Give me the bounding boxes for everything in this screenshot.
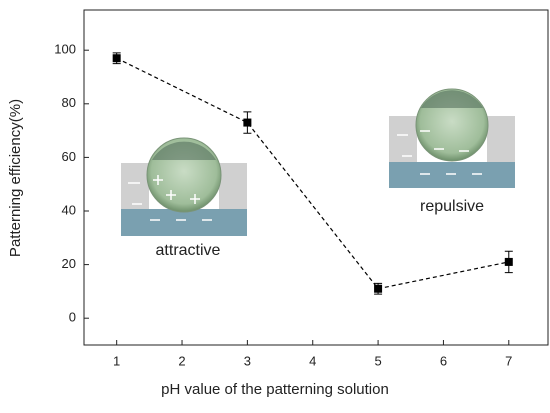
y-axis-label: Patterning efficiency(%) bbox=[7, 99, 24, 257]
x-tick-label: 3 bbox=[244, 353, 251, 368]
x-axis-label: pH value of the patterning solution bbox=[161, 381, 389, 398]
annotation: attractive bbox=[156, 242, 221, 259]
plot-frame bbox=[83, 9, 549, 346]
y-tick-label: 0 bbox=[69, 310, 76, 325]
y-tick-label: 20 bbox=[62, 256, 76, 271]
data-line bbox=[116, 57, 509, 290]
data-point bbox=[504, 257, 513, 266]
repulsive-inset bbox=[389, 88, 515, 188]
data-point bbox=[243, 118, 252, 127]
data-point bbox=[374, 284, 383, 293]
data-point bbox=[112, 54, 121, 63]
y-tick-label: 60 bbox=[62, 149, 76, 164]
y-tick-label: 40 bbox=[62, 202, 76, 217]
y-tick-label: 80 bbox=[62, 95, 76, 110]
x-tick-label: 6 bbox=[440, 353, 447, 368]
attractive-inset bbox=[121, 137, 247, 236]
x-tick-label: 7 bbox=[505, 353, 512, 368]
annotation: repulsive bbox=[420, 198, 484, 215]
x-tick-label: 5 bbox=[374, 353, 381, 368]
y-tick-label: 100 bbox=[54, 42, 76, 57]
x-tick-label: 1 bbox=[113, 353, 120, 368]
x-tick-label: 4 bbox=[309, 353, 316, 368]
x-tick-label: 2 bbox=[178, 353, 185, 368]
